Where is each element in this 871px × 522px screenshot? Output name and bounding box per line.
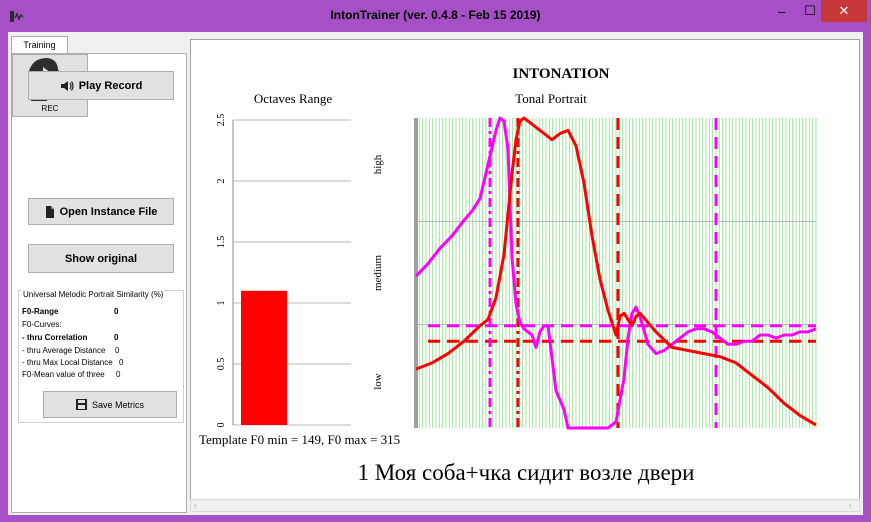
show-original-button[interactable]: Show original (28, 244, 174, 273)
save-metrics-button[interactable]: Save Metrics (43, 391, 177, 418)
octave-tick-label: 0 (216, 423, 227, 428)
intonation-title: INTONATION (512, 66, 610, 82)
correlation-label: - thru Correlation (22, 333, 88, 342)
f0-range-value: 0 (114, 307, 119, 316)
intonation-view: INTONATION Octaves Range Tonal Portrait … (190, 39, 860, 505)
scroll-right-icon[interactable]: › (849, 501, 852, 510)
octave-bar (241, 290, 287, 425)
avg-distance-label: - thru Average Distance (22, 346, 106, 355)
f0-mean-value: 0 (116, 370, 121, 379)
client-area: Training Play Record REC (8, 32, 863, 515)
max-local-value: 0 (119, 358, 124, 367)
rec-label: REC (41, 104, 59, 113)
template-f0-stats: Template F0 min = 149, F0 max = 315 (199, 432, 401, 447)
magenta-f0-curve (414, 116, 817, 430)
octave-tick-label: 2.5 (216, 114, 227, 127)
octave-tick-label: 1 (216, 301, 227, 306)
play-record-button[interactable]: Play Record (28, 71, 174, 100)
horizontal-scrollbar[interactable]: ‹ › (190, 499, 860, 512)
f0-curves-label: F0-Curves: (22, 320, 62, 329)
show-original-label: Show original (64, 252, 138, 265)
maximize-button[interactable]: ☐ (804, 3, 816, 18)
close-button[interactable]: ✕ (821, 0, 867, 22)
scroll-left-icon[interactable]: ‹ (194, 501, 197, 510)
tonal-zone-label: low (372, 373, 384, 390)
open-instance-file-label: Open Instance File (59, 205, 158, 218)
avg-distance-value: 0 (115, 346, 120, 355)
f0-mean-label: F0-Mean value of three (22, 370, 105, 379)
save-icon (75, 399, 87, 410)
play-record-label: Play Record (78, 79, 143, 92)
correlation-value: 0 (114, 333, 119, 342)
octave-tick-label: 0.5 (216, 358, 227, 371)
window-title: IntonTrainer (ver. 0.4.8 - Feb 15 2019) (330, 8, 541, 22)
f0-range-label: F0-Range (22, 307, 59, 316)
phrase-text: 1 Моя соба+чка сидит возле двери (357, 460, 695, 485)
title-bar[interactable]: IntonTrainer (ver. 0.4.8 - Feb 15 2019) … (0, 0, 871, 32)
octave-tick-label: 1.5 (216, 236, 227, 249)
tonal-portrait-title: Tonal Portrait (515, 91, 587, 106)
tab-training[interactable]: Training (11, 36, 68, 54)
file-icon (45, 205, 54, 218)
octave-tick-label: 2 (216, 179, 227, 184)
training-panel: Play Record REC Open Instance File Show (11, 53, 187, 513)
minimize-button[interactable]: – (778, 3, 786, 19)
metrics-group-title: Universal Melodic Portrait Similarity (%… (22, 290, 165, 299)
speaker-icon (60, 80, 74, 91)
tonal-portrait-chart: high medium low (372, 116, 817, 430)
save-metrics-label: Save Metrics (91, 399, 144, 410)
similarity-metrics-group: Universal Melodic Portrait Similarity (%… (18, 290, 184, 423)
tonal-zone-label: high (372, 154, 384, 174)
tonal-zone-label: medium (372, 255, 384, 291)
app-logo-icon (10, 11, 24, 22)
max-local-label: - thru Max Local Distance (22, 358, 113, 367)
open-instance-file-button[interactable]: Open Instance File (28, 198, 174, 225)
octaves-range-title: Octaves Range (253, 91, 333, 106)
octaves-range-chart: 0 0.5 1 1.5 2 2.5 (216, 114, 351, 428)
red-f0-curve (415, 116, 817, 427)
